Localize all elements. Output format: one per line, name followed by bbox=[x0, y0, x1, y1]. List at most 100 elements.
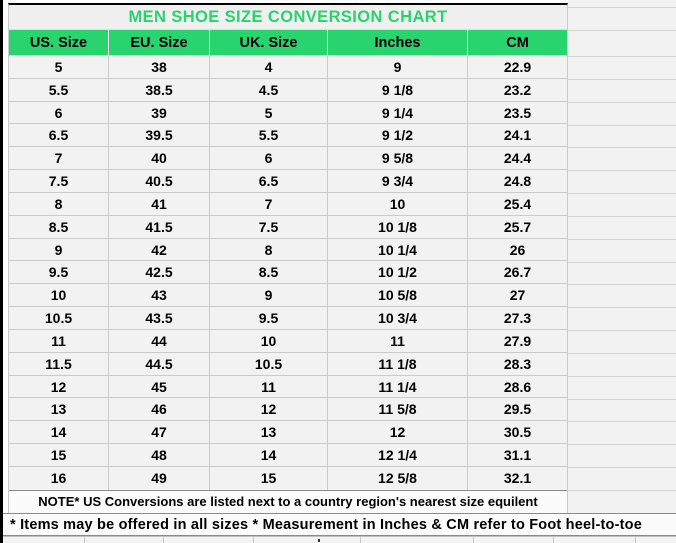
cell: 14 bbox=[9, 421, 109, 444]
cell: 42.5 bbox=[109, 261, 210, 284]
cell: 15 bbox=[210, 466, 328, 490]
cutoff-bottom-row bbox=[3, 536, 676, 543]
cell: 9 bbox=[328, 56, 468, 78]
table-row: 15 48 14 12 1/4 31.1 bbox=[9, 444, 567, 467]
cell: 10 1/8 bbox=[328, 215, 468, 238]
cell: 41 bbox=[109, 192, 210, 215]
cell: 40.5 bbox=[109, 170, 210, 192]
cell: 7 bbox=[9, 147, 109, 170]
cell: 4 bbox=[210, 56, 328, 78]
gridline bbox=[568, 489, 676, 491]
cutoff-text-fragment bbox=[318, 539, 320, 542]
table-row: 12 45 11 11 1/4 28.6 bbox=[9, 375, 567, 399]
table-row: 7.5 40.5 6.5 9 3/4 24.8 bbox=[9, 170, 567, 193]
cell: 9 1/2 bbox=[328, 124, 468, 147]
cell: 12 bbox=[9, 375, 109, 398]
gridline bbox=[568, 193, 676, 195]
cell: 10 bbox=[328, 192, 468, 215]
table-row: 16 49 15 12 5/8 32.1 bbox=[9, 466, 567, 490]
gridline bbox=[568, 375, 676, 377]
gridline bbox=[568, 56, 676, 57]
cell: 28.6 bbox=[503, 378, 532, 395]
cell: 43 bbox=[109, 284, 210, 307]
cell: 24.1 bbox=[503, 127, 532, 144]
table-row: 8 41 7 10 25.4 bbox=[9, 192, 567, 216]
footnote-row: * Items may be offered in all sizes * Me… bbox=[3, 513, 676, 536]
cell: 13 bbox=[210, 421, 328, 444]
cell: 15 bbox=[9, 444, 109, 466]
gridline bbox=[473, 537, 474, 543]
cell: 12 5/8 bbox=[328, 466, 468, 490]
cell: 32.1 bbox=[503, 470, 532, 487]
cell: 12 bbox=[328, 421, 468, 444]
cell: 11 1/4 bbox=[328, 375, 468, 398]
cell: 39 bbox=[109, 101, 210, 124]
gridline bbox=[635, 537, 636, 543]
cell: 44 bbox=[109, 329, 210, 352]
cell: 10 3/4 bbox=[328, 307, 468, 329]
cell: 10 bbox=[9, 284, 109, 307]
cell: 28.3 bbox=[503, 355, 532, 372]
table-row: 8.5 41.5 7.5 10 1/8 25.7 bbox=[9, 215, 567, 239]
cell: 6.5 bbox=[210, 170, 328, 192]
cell: 11 bbox=[328, 329, 468, 352]
cell: 27.3 bbox=[503, 310, 532, 327]
gridline bbox=[568, 238, 676, 240]
header-row: US. Size EU. Size UK. Size Inches CM bbox=[9, 30, 567, 56]
table-row: 13 46 12 11 5/8 29.5 bbox=[9, 398, 567, 422]
column-header-inches: Inches bbox=[328, 30, 468, 55]
gridline bbox=[84, 537, 85, 543]
conversion-table: MEN SHOE SIZE CONVERSION CHART US. Size E… bbox=[8, 3, 568, 513]
gridline bbox=[568, 421, 676, 423]
title-row: MEN SHOE SIZE CONVERSION CHART bbox=[9, 5, 567, 30]
gridline bbox=[568, 147, 676, 149]
empty-spreadsheet-column bbox=[568, 0, 676, 513]
gridline bbox=[568, 101, 676, 103]
gridline bbox=[568, 124, 676, 126]
cell: 5 bbox=[210, 101, 328, 124]
cell: 27.9 bbox=[503, 332, 532, 349]
table-row: 5.5 38.5 4.5 9 1/8 23.2 bbox=[9, 78, 567, 102]
gridline bbox=[253, 537, 254, 543]
table-body: 5 38 4 9 22.9 5.5 38.5 4.5 9 1/8 23.2 6 39 5 9 1/4 23.… bbox=[9, 56, 567, 490]
cell: 4.5 bbox=[210, 78, 328, 101]
note-row: NOTE* US Conversions are listed next to … bbox=[9, 489, 567, 513]
table-row: 14 47 13 12 30.5 bbox=[9, 421, 567, 445]
cell: 10 1/2 bbox=[328, 261, 468, 284]
table-row: 9.5 42.5 8.5 10 1/2 26.7 bbox=[9, 261, 567, 285]
cell: 30.5 bbox=[503, 424, 532, 441]
gridline bbox=[568, 261, 676, 263]
table-row: 9 42 8 10 1/4 26 bbox=[9, 238, 567, 262]
gridline bbox=[568, 467, 676, 469]
gridline bbox=[360, 537, 361, 543]
cell: 11 1/8 bbox=[328, 352, 468, 375]
cell: 23.5 bbox=[503, 104, 532, 121]
cell: 8.5 bbox=[9, 215, 109, 238]
table-row: 11 44 10 11 27.9 bbox=[9, 329, 567, 353]
cell: 42 bbox=[109, 238, 210, 261]
cell: 9.5 bbox=[210, 307, 328, 329]
gridline bbox=[568, 7, 676, 8]
cell: 9 3/4 bbox=[328, 170, 468, 192]
gridline bbox=[568, 170, 676, 172]
cell: 25.4 bbox=[503, 195, 532, 212]
gridline bbox=[568, 352, 676, 354]
cell: 10.5 bbox=[9, 307, 109, 329]
gridline bbox=[163, 537, 164, 543]
left-border-bar bbox=[0, 0, 3, 543]
cell: 38 bbox=[109, 56, 210, 78]
cell: 45 bbox=[109, 375, 210, 398]
gridline bbox=[568, 215, 676, 217]
cell: 41.5 bbox=[109, 215, 210, 238]
gridline bbox=[568, 78, 676, 80]
cell: 7.5 bbox=[9, 170, 109, 192]
table-row: 6 39 5 9 1/4 23.5 bbox=[9, 101, 567, 125]
cell: 14 bbox=[210, 444, 328, 466]
cell: 8.5 bbox=[210, 261, 328, 284]
note-text: NOTE* US Conversions are listed next to … bbox=[38, 494, 538, 510]
cell: 12 bbox=[210, 398, 328, 421]
cell: 5.5 bbox=[9, 78, 109, 101]
cell: 26 bbox=[509, 241, 526, 258]
gridline bbox=[568, 398, 676, 400]
